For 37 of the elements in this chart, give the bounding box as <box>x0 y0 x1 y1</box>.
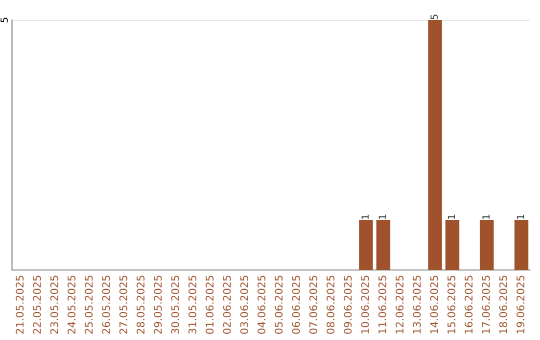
x-tick-label: 21.05.2025 <box>16 276 24 334</box>
x-tick-label: 23.05.2025 <box>50 276 58 334</box>
x-tick-label: 22.05.2025 <box>33 276 41 334</box>
x-tick-label: 07.06.2025 <box>309 276 318 334</box>
x-tick-label: 14.06.2025 <box>430 276 438 334</box>
x-tick-label: 26.05.2025 <box>102 276 110 334</box>
x-tick-label: 24.05.2025 <box>68 276 76 334</box>
x-tick-label: 02.06.2025 <box>222 276 231 334</box>
x-tick-label: 18.06.2025 <box>499 276 508 334</box>
x-tick-label: 31.05.2025 <box>188 276 196 334</box>
x-tick-label: 03.06.2025 <box>240 276 248 334</box>
data-label: 1 <box>516 214 524 219</box>
x-tick-label: 12.06.2025 <box>396 276 404 334</box>
x-tick-label: 13.06.2025 <box>412 276 421 334</box>
x-tick-label: 09.06.2025 <box>344 276 352 334</box>
x-tick-label: 05.06.2025 <box>274 276 283 334</box>
x-tick-label: 11.06.2025 <box>378 276 386 334</box>
x-tick-label: 30.05.2025 <box>171 276 180 334</box>
x-tick-label: 28.05.2025 <box>136 276 145 334</box>
x-tick-label: 29.05.2025 <box>154 276 162 334</box>
x-tick-label: 19.06.2025 <box>516 276 524 334</box>
x-tick-label: 17.06.2025 <box>482 276 490 334</box>
data-label: 1 <box>362 214 369 219</box>
x-tick-label: 16.06.2025 <box>464 276 473 334</box>
data-label: 5 <box>430 14 438 20</box>
x-tick-label: 27.05.2025 <box>119 276 128 334</box>
x-tick-label: 10.06.2025 <box>361 276 369 334</box>
x-tick-label: 04.06.2025 <box>258 276 266 334</box>
x-tick-label: 01.06.2025 <box>206 276 214 334</box>
x-tick-label: 15.06.2025 <box>447 276 456 334</box>
ref-line-label: 5 <box>0 18 8 22</box>
data-label: 1 <box>378 214 386 219</box>
x-tick-label: 08.06.2025 <box>326 276 334 334</box>
data-label: 1 <box>482 214 490 219</box>
x-tick-label: 06.06.2025 <box>292 276 300 334</box>
x-tick-label: 25.05.2025 <box>84 276 93 334</box>
data-label: 1 <box>448 214 455 219</box>
